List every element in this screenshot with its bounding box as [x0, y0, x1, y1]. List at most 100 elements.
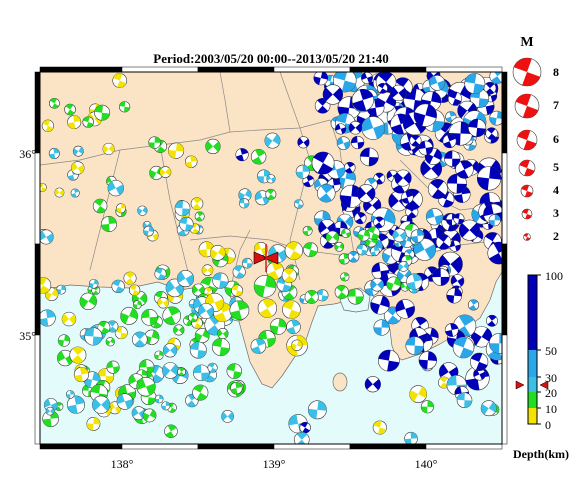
focal-mechanism [106, 360, 120, 374]
focal-mechanism [442, 134, 457, 149]
focal-mechanism [453, 213, 465, 225]
focal-mechanism [49, 97, 60, 109]
focal-mechanism [177, 367, 186, 377]
focal-mechanism [347, 251, 360, 263]
depth-tick-label: 0 [545, 418, 551, 432]
magnitude-label-7: 7 [553, 98, 559, 112]
focal-mechanism [336, 136, 351, 150]
focal-mechanism [194, 328, 210, 343]
depth-legend-title: Depth(km) [513, 447, 569, 461]
focal-mechanism [112, 73, 128, 88]
focal-mechanism [458, 219, 481, 241]
focal-mechanism [361, 72, 373, 84]
central-red-markers [253, 244, 279, 272]
focal-mechanism [405, 336, 425, 355]
frame-band-top [425, 66, 503, 73]
focal-mechanism [205, 138, 221, 155]
focal-mechanism [377, 82, 388, 94]
magnitude-symbol [514, 93, 540, 119]
magnitude-label-5: 5 [553, 160, 559, 174]
focal-mechanism [40, 182, 47, 192]
focal-mechanism [334, 241, 345, 252]
focal-mechanism [241, 257, 253, 269]
focal-mechanism [45, 406, 55, 416]
focal-mechanism [302, 225, 313, 236]
focal-mechanism [97, 320, 111, 334]
focal-mechanism [372, 420, 387, 435]
focal-mechanism [404, 431, 418, 444]
focal-mechanism [317, 184, 336, 203]
lon-tick-label: 138° [111, 457, 134, 471]
focal-mechanism [394, 169, 412, 187]
focal-mechanism [67, 115, 82, 130]
focal-mechanism [40, 277, 52, 294]
focal-mechanism [159, 166, 172, 178]
focal-mechanism [480, 400, 497, 417]
focal-mechanism [114, 326, 128, 340]
focal-mechanism [137, 205, 148, 216]
focal-mechanism [464, 73, 486, 94]
focal-mechanism [356, 244, 368, 256]
focal-mechanism [487, 241, 502, 265]
focal-mechanism [373, 319, 390, 336]
lon-tick-label: 140° [415, 457, 438, 471]
focal-mechanism [265, 188, 277, 200]
focal-mechanism [398, 261, 409, 272]
focal-mechanism [395, 299, 415, 319]
magnitude-label-3: 3 [553, 206, 559, 220]
focal-mechanism [377, 349, 400, 372]
focal-mechanism [41, 119, 55, 132]
depth-marker-left [515, 380, 525, 390]
focal-mechanism [357, 229, 370, 242]
focal-mechanism [232, 265, 246, 279]
focal-mechanism [131, 331, 148, 348]
focal-mechanism [132, 300, 142, 309]
frame-band-bottom [349, 443, 427, 450]
focal-mechanism [431, 268, 450, 286]
magnitude-label-6: 6 [553, 132, 559, 146]
frame-band-bottom [425, 443, 503, 450]
focal-mechanism [116, 393, 134, 410]
focal-mechanism [489, 110, 502, 126]
frame-band-right [501, 152, 508, 245]
focal-mechanism [420, 400, 434, 414]
focal-mechanism [198, 303, 215, 320]
focal-mechanism [347, 288, 364, 305]
focal-mechanism [148, 136, 161, 149]
focal-mechanism [179, 216, 194, 232]
focal-mechanism [40, 309, 56, 327]
focal-mechanism [154, 267, 167, 280]
focal-mechanism [409, 134, 422, 147]
focal-mechanism [73, 367, 90, 383]
focal-mechanism [406, 273, 423, 290]
focal-mechanism [253, 274, 277, 298]
focal-mechanism [57, 334, 71, 347]
focal-mechanism [291, 339, 303, 351]
frame-band-bottom [273, 443, 351, 450]
focal-mechanism [164, 424, 178, 438]
focal-mechanism [141, 309, 158, 326]
focal-mechanism [66, 395, 86, 414]
focal-mechanism [361, 116, 385, 140]
focal-mechanism [338, 253, 350, 265]
focal-mechanism [238, 198, 250, 209]
depth-band-20-30 [528, 377, 537, 392]
focal-mechanism [142, 408, 157, 423]
focal-mechanism [356, 184, 376, 203]
focal-mechanism [176, 270, 195, 288]
frame-band-top [39, 66, 123, 73]
focal-mechanism [201, 264, 214, 276]
focal-mechanism [166, 402, 177, 413]
focal-mechanism [418, 351, 437, 370]
focal-mechanism [281, 267, 297, 284]
focal-mechanism [84, 327, 103, 346]
focal-mechanism [193, 364, 210, 382]
depth-legend: 100 50 30 20 10 0 Depth(km) [513, 269, 569, 461]
focal-mechanism [143, 225, 154, 237]
focal-mechanism [413, 103, 437, 127]
magnitude-symbol [518, 159, 536, 177]
magnitude-label-4: 4 [553, 183, 559, 197]
depth-tick-label: 100 [545, 269, 563, 283]
focal-mechanism [188, 312, 198, 323]
